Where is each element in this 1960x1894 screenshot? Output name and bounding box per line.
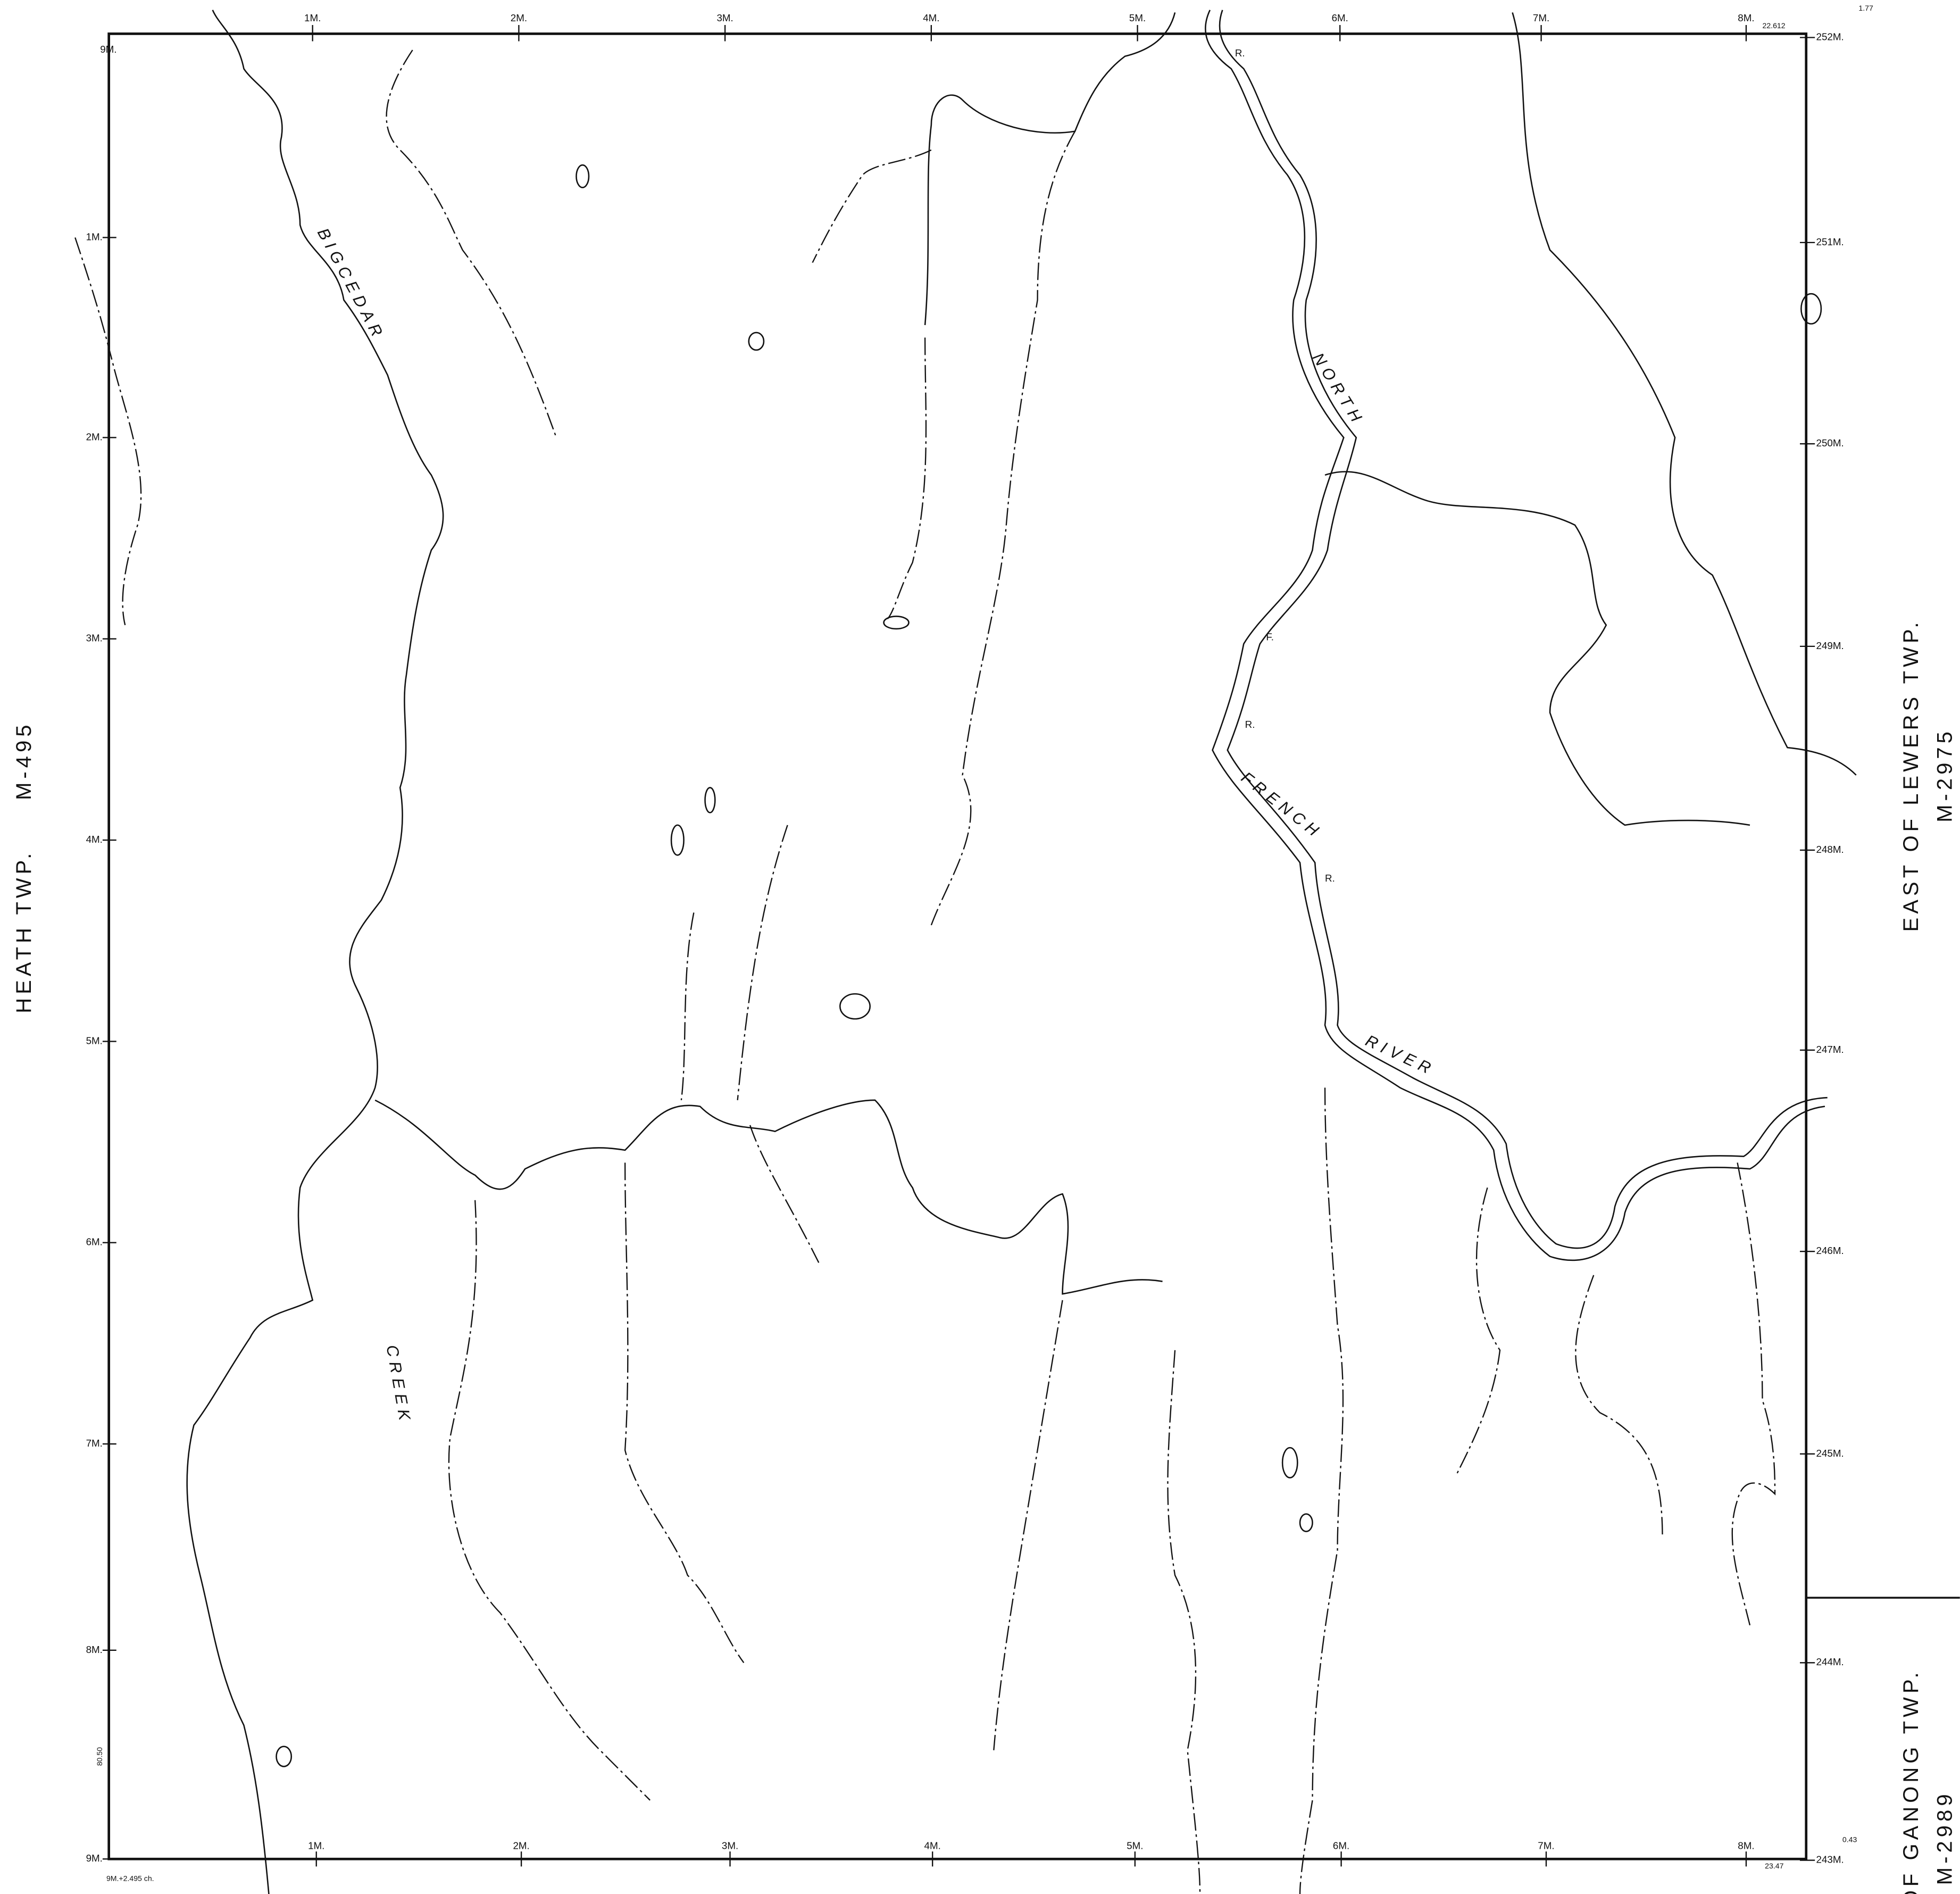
intermittent-stream [1167,1350,1201,1894]
left-mile-label: 8M. [86,1644,103,1655]
lake [670,824,685,856]
bottom-mile-label: 2M. [513,1840,529,1851]
intermittent-stream [386,49,557,438]
lake [883,616,910,630]
top-mile-label: 6M. [1332,12,1348,23]
top-mile-label: 8M. [1738,12,1754,23]
lake [1281,1447,1298,1478]
bottom-mile-label: 6M. [1333,1840,1349,1851]
intermittent-stream [1731,1162,1776,1626]
right-mile-label: 243M. [1816,1854,1844,1865]
left-mile-label: 7M. [86,1438,103,1449]
water-label: F. [1266,631,1274,642]
top-mile-label: 5M. [1129,12,1146,23]
top-mile-label: 3M. [716,12,733,23]
north-french-river-bank [1219,10,1828,1249]
right-mile-label: 248M. [1816,844,1844,855]
right-mile-label: 245M. [1816,1448,1844,1459]
lake [276,1746,293,1767]
top-mile-label: 7M. [1533,12,1549,23]
right-mile-label: 246M. [1816,1245,1844,1256]
stream [374,1099,1163,1295]
intermittent-stream [812,149,932,263]
left-mile-label: 2M. [86,431,103,442]
intermittent-stream [1455,1187,1501,1476]
left-mile-label: 1M. [86,231,103,242]
north-french-river-bank [1205,10,1825,1261]
adjoining-township-name: EAST OF LEWERS TWP. [1899,618,1923,932]
lake [839,993,871,1020]
measurement: 23.47 [1765,1862,1783,1870]
intermittent-stream [1575,1275,1663,1538]
adjoining-township-name: OF GANONG TWP. [1899,1668,1923,1894]
left-mile-label: 6M. [86,1236,103,1248]
measurement: 1.77 [1858,4,1873,12]
stream [1324,471,1750,826]
right-mile-label: 252M. [1816,31,1844,42]
left-mile-label: 9M. [100,44,116,55]
bottom-mile-label: 5M. [1127,1840,1143,1851]
left-mile-label: 5M. [86,1035,103,1046]
left-mile-label: 3M. [86,633,103,644]
lake [748,331,765,351]
lake [704,787,716,813]
big-cedar-creek [186,10,444,1894]
intermittent-stream [624,1162,745,1663]
intermittent-stream [448,1200,650,1801]
bottom-mile-label: 1M. [308,1840,324,1851]
left-mile-label: 4M. [86,834,103,845]
measurement: 9M.+2.495 ch. [106,1874,154,1883]
bottom-mile-label: 4M. [924,1840,941,1851]
intermittent-stream [993,1300,1063,1750]
top-mile-label: 2M. [511,12,527,23]
intermittent-stream [930,131,1076,926]
lake [1299,1513,1313,1532]
stream [924,12,1176,326]
measurement: 80.50 [95,1747,104,1766]
water-label: R. [1245,719,1255,730]
right-mile-label: 250M. [1816,437,1844,448]
intermittent-stream [680,825,820,1263]
adjoining-township-name: HEATH TWP. [12,850,36,1014]
township-boundary [107,32,1808,1860]
intermittent-stream [74,237,142,626]
rivers [74,10,1857,1894]
bottom-mile-label: 8M. [1738,1840,1754,1851]
water-label: R. [1325,873,1335,884]
right-mile-label: 249M. [1816,640,1844,651]
measurement: 22.612 [1762,21,1785,30]
top-mile-label: 4M. [923,12,939,23]
top-mile-label: 1M. [304,12,321,23]
lake [1800,293,1822,325]
adjoining-plan-number: M-2975 [1933,728,1956,823]
stream [1512,12,1857,776]
right-mile-label: 247M. [1816,1044,1844,1055]
water-label: R. [1235,47,1245,59]
intermittent-stream [887,337,927,619]
bottom-mile-label: 3M. [722,1840,738,1851]
left-mile-label: 9M. [86,1853,103,1864]
right-mile-label: 244M. [1816,1656,1844,1667]
measurement: 0.43 [1842,1835,1857,1844]
right-mile-label: 251M. [1816,236,1844,247]
adjoining-plan-number: M-2989 [1933,1790,1956,1885]
intermittent-stream [1299,1087,1344,1894]
adjoining-plan-number: M-495 [12,721,36,800]
bottom-mile-label: 7M. [1538,1840,1554,1851]
lake [576,164,590,188]
